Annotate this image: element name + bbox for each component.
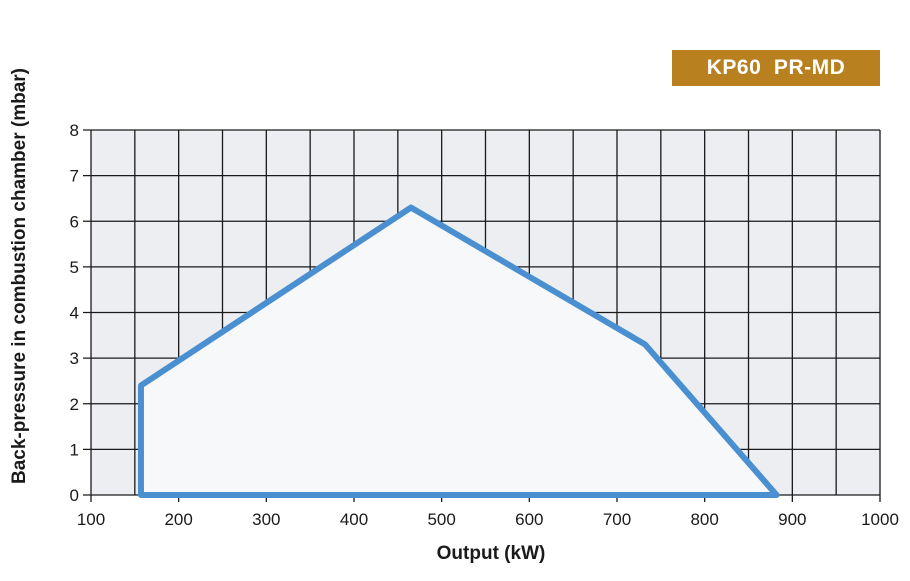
- y-tick-label: 1: [70, 440, 79, 459]
- x-tick-label: 1000: [861, 510, 899, 529]
- x-tick-label: 300: [252, 510, 280, 529]
- y-tick-label: 2: [70, 395, 79, 414]
- x-tick-label: 600: [515, 510, 543, 529]
- y-tick-label: 4: [70, 304, 79, 323]
- y-tick-label: 8: [70, 121, 79, 140]
- y-tick-label: 6: [70, 212, 79, 231]
- x-axis-label: Output (kW): [436, 543, 546, 564]
- x-tick-label: 100: [77, 510, 105, 529]
- x-tick-label: 800: [690, 510, 718, 529]
- operating-range-area: [137, 204, 780, 498]
- x-tick-label: 500: [427, 510, 455, 529]
- y-tick-label: 7: [70, 167, 79, 186]
- y-tick-label: 5: [70, 258, 79, 277]
- x-tick-label: 900: [778, 510, 806, 529]
- x-tick-label: 200: [164, 510, 192, 529]
- x-tick-label: 400: [340, 510, 368, 529]
- y-tick-label: 0: [70, 486, 79, 505]
- y-tick-label: 3: [70, 349, 79, 368]
- model-badge: KP60 PR-MD: [672, 50, 880, 86]
- x-tick-label: 700: [603, 510, 631, 529]
